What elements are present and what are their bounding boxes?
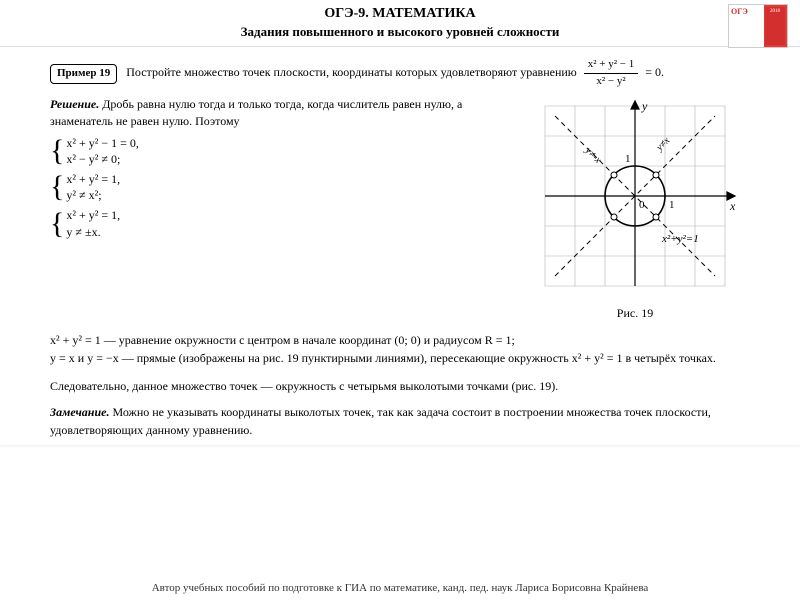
logo-brand: ОГЭ (731, 7, 748, 16)
sys1-line2: x² − y² ≠ 0; (66, 151, 139, 167)
logo-year: 2018 (765, 7, 785, 45)
note-label: Замечание. (50, 405, 109, 419)
explanation-p2: y = x и y = −x — прямые (изображены на р… (50, 349, 750, 367)
book-cover-thumbnail: ОГЭ 2018 (728, 4, 788, 48)
sys1-line1: x² + y² − 1 = 0, (66, 135, 139, 151)
brace-icon: { (50, 174, 64, 200)
sys3-line2: y ≠ ±x. (66, 224, 120, 240)
coordinate-graph: x y 0 1 1 x²+y²=1 y≠-x y≠x (530, 96, 740, 296)
numerator: x² + y² − 1 (584, 57, 639, 74)
solution-intro: Дробь равна нулю тогда и только тогда, к… (50, 97, 462, 128)
sys2-line1: x² + y² = 1, (66, 171, 120, 187)
explanation-p1: x² + y² = 1 — уравнение окружности с цен… (50, 331, 750, 349)
conclusion-text: Следовательно, данное множество точек — … (50, 377, 750, 395)
diag2-label: y≠x (654, 135, 673, 154)
content-area: Пример 19 Постройте множество точек плос… (0, 47, 800, 331)
x-axis-label: x (729, 199, 736, 213)
note-text: Можно не указывать координаты выколотых … (50, 405, 711, 437)
solution-row: Решение. Дробь равна нулю тогда и только… (50, 96, 750, 323)
brace-icon: { (50, 138, 64, 164)
brace-icon: { (50, 211, 64, 237)
example-label: Пример 19 (50, 64, 117, 84)
circle-eq-label: x²+y²=1 (661, 233, 699, 245)
equation-equals: = 0. (645, 65, 664, 79)
document-page: ОГЭ-9. МАТЕМАТИКА Задания повышенного и … (0, 0, 800, 600)
system-3: { x² + y² = 1, y ≠ ±x. (50, 207, 506, 239)
denominator: x² − y² (584, 74, 639, 90)
diag1-label: y≠-x (582, 145, 603, 166)
origin-label: 0 (639, 199, 645, 211)
solution-text: Решение. Дробь равна нулю тогда и только… (50, 96, 506, 244)
title-line1: ОГЭ-9. МАТЕМАТИКА (0, 6, 800, 22)
solution-title: Решение. (50, 97, 99, 111)
figure: x y 0 1 1 x²+y²=1 y≠-x y≠x Рис. 19 (520, 96, 750, 323)
header: ОГЭ-9. МАТЕМАТИКА Задания повышенного и … (0, 0, 800, 47)
title-line2: Задания повышенного и высокого уровней с… (0, 24, 800, 40)
equation-fraction: x² + y² − 1 x² − y² (584, 57, 639, 90)
problem-statement: Пример 19 Постройте множество точек плос… (50, 57, 750, 90)
sys3-line1: x² + y² = 1, (66, 207, 120, 223)
y-axis-label: y (641, 99, 648, 113)
problem-text: Постройте множество точек плоскости, коо… (126, 65, 576, 79)
footer-author: Автор учебных пособий по подготовке к ГИ… (0, 582, 800, 594)
explanation-block: x² + y² = 1 — уравнение окружности с цен… (0, 331, 800, 367)
xtick-label: 1 (669, 199, 675, 211)
sys2-line2: y² ≠ x²; (66, 187, 120, 203)
figure-caption: Рис. 19 (520, 305, 750, 322)
system-2: { x² + y² = 1, y² ≠ x²; (50, 171, 506, 203)
system-1: { x² + y² − 1 = 0, x² − y² ≠ 0; (50, 135, 506, 167)
conclusion-block: Следовательно, данное множество точек — … (0, 371, 800, 445)
ytick-label: 1 (625, 153, 631, 165)
